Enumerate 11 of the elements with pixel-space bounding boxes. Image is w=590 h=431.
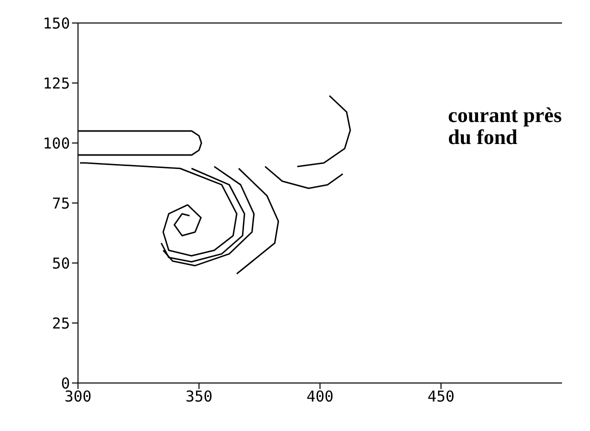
x-tick-label: 450 (427, 388, 455, 406)
y-tick-label: 75 (52, 194, 70, 212)
x-tick-label: 300 (64, 388, 92, 406)
y-tick-label: 25 (52, 314, 70, 332)
y-tick-label: 150 (42, 14, 70, 32)
annotation: courant près du fond (448, 103, 563, 149)
x-tick-label: 350 (185, 388, 213, 406)
x-tick-label: 400 (306, 388, 334, 406)
y-tick-label: 100 (42, 134, 70, 152)
y-tick-label: 125 (42, 74, 70, 92)
y-tick-label: 50 (52, 254, 70, 272)
